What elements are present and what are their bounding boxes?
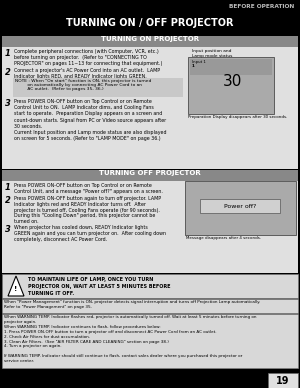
Text: TURNING ON PROJECTOR: TURNING ON PROJECTOR	[101, 36, 199, 43]
Text: 19: 19	[276, 376, 290, 386]
Text: Preparation Display disappears after 30 seconds.: Preparation Display disappears after 30 …	[188, 115, 287, 119]
Bar	[2, 170, 298, 181]
Text: Press POWER ON-OFF button on Top Control or on Remote
Control Unit, and a messag: Press POWER ON-OFF button on Top Control…	[14, 183, 163, 194]
Text: TURNING ON / OFF PROJECTOR: TURNING ON / OFF PROJECTOR	[66, 18, 234, 28]
Text: Input position and
Lamp mode status: Input position and Lamp mode status	[192, 49, 232, 57]
Text: 2: 2	[5, 196, 11, 205]
Text: 3: 3	[5, 225, 11, 234]
Text: Connect a projector's AC Power Cord into an AC outlet.  LAMP
Indicator lights RE: Connect a projector's AC Power Cord into…	[14, 68, 160, 79]
Bar	[200, 199, 280, 213]
Bar	[0, 0, 300, 48]
Text: 2: 2	[5, 68, 11, 77]
Text: !: !	[14, 286, 18, 292]
Text: AC outlet.  (Refer to pages 35, 36.): AC outlet. (Refer to pages 35, 36.)	[15, 87, 104, 91]
Text: When projector has cooled down, READY Indicator lights
GREEN again and you can t: When projector has cooled down, READY In…	[14, 225, 166, 242]
Bar	[190, 59, 272, 75]
Text: NOTE : When "On start" function is ON, this projector is turned: NOTE : When "On start" function is ON, t…	[15, 79, 152, 83]
Bar	[2, 47, 298, 169]
Text: 1: 1	[5, 183, 11, 192]
Text: Input 1: Input 1	[192, 60, 206, 64]
Text: TO MAINTAIN LIFE OF LAMP, ONCE YOU TURN
PROJECTOR ON, WAIT AT LEAST 5 MINUTES BE: TO MAINTAIN LIFE OF LAMP, ONCE YOU TURN …	[28, 277, 170, 296]
Bar	[2, 274, 298, 298]
Text: Press POWER ON-OFF button on Top Control or on Remote
Control Unit to ON.  LAMP : Press POWER ON-OFF button on Top Control…	[14, 99, 166, 141]
Text: When WARNING TEMP. Indicator flashes red, projector is automatically turned off.: When WARNING TEMP. Indicator flashes red…	[4, 315, 256, 363]
Bar	[2, 36, 298, 47]
Text: BEFORE OPERATION: BEFORE OPERATION	[229, 4, 294, 9]
Bar	[185, 181, 296, 235]
Bar	[13, 78, 183, 97]
Text: 1: 1	[192, 64, 195, 68]
Bar	[2, 181, 298, 273]
Text: When "Power Management" function is ON, projector detects signal interruption an: When "Power Management" function is ON, …	[4, 300, 260, 309]
Text: 30: 30	[222, 74, 242, 89]
Bar	[188, 57, 274, 114]
Text: Press POWER ON-OFF button again to turn off projector. LAMP
Indicator lights red: Press POWER ON-OFF button again to turn …	[14, 196, 161, 224]
Text: 3: 3	[5, 99, 11, 108]
Text: Message disappears after 4 seconds.: Message disappears after 4 seconds.	[186, 236, 261, 240]
Bar	[2, 299, 298, 313]
Polygon shape	[8, 276, 24, 296]
Text: Complete peripheral connections (with Computer, VCR, etc.)
before turning on pro: Complete peripheral connections (with Co…	[14, 49, 162, 66]
Bar	[268, 373, 298, 388]
Bar	[2, 314, 298, 368]
Text: on automatically by connecting AC Power Cord to an: on automatically by connecting AC Power …	[15, 83, 142, 87]
Text: Power off?: Power off?	[224, 203, 256, 208]
Text: TURNING OFF PROJECTOR: TURNING OFF PROJECTOR	[99, 170, 201, 177]
Text: 1: 1	[5, 49, 11, 58]
